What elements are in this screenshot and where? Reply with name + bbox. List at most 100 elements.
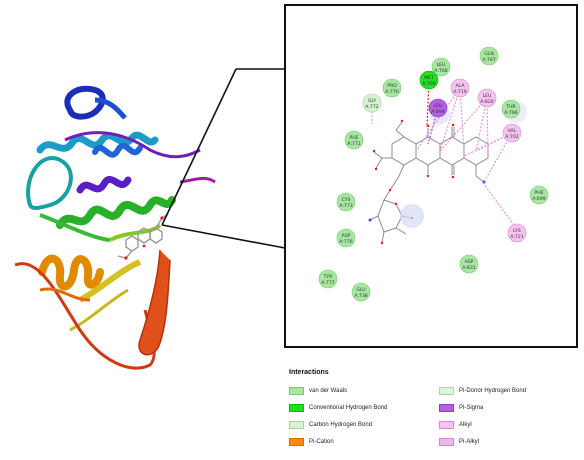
ligand-nitrogen-atom — [368, 218, 372, 222]
residue-name: CYS — [342, 197, 351, 203]
residue-number: A:769 — [422, 81, 435, 87]
residue-name: TYR — [323, 274, 334, 280]
legend-item: van der Waals — [289, 385, 347, 397]
ribbon-yellow-strand — [78, 259, 142, 303]
residue-disc — [431, 57, 451, 77]
residue-disc — [428, 98, 448, 118]
residue-name: VAL — [508, 128, 517, 134]
ribbon-helix-orange — [38, 254, 104, 291]
residue-number: A:768 — [434, 68, 447, 74]
legend-label: van der Waals — [309, 388, 348, 394]
legend-swatch — [289, 404, 304, 412]
legend-item: Conventional Hydrogen Bond — [289, 402, 387, 414]
residue-disc — [459, 254, 479, 274]
alkyl-ala719-b — [439, 87, 461, 152]
residue-disc — [450, 78, 470, 98]
alkyl-val702-c — [483, 132, 513, 183]
residue-disc — [362, 93, 382, 113]
residue-number: A:694 — [431, 109, 444, 115]
ribbon-blue-strand — [94, 97, 127, 120]
legend-swatch — [439, 404, 454, 412]
residue-number: A:719 — [453, 89, 466, 95]
ribbon-helix-blue — [92, 142, 143, 158]
residue-number: A:771 — [347, 141, 360, 147]
ribbon-orange-loop — [39, 287, 91, 302]
residue-disc — [382, 78, 402, 98]
residue-number: A:776 — [339, 239, 352, 245]
legend-swatch — [289, 387, 304, 395]
legend-label: Carbon Hydrogen Bond — [309, 422, 373, 428]
alkyl-leu820-a — [439, 97, 488, 152]
ribbon-green-strand — [39, 213, 111, 242]
residue-disc — [501, 99, 521, 119]
residue-number: A:699 — [532, 196, 545, 202]
residue-disc — [336, 192, 356, 212]
pisigma-leu694 — [427, 107, 439, 145]
residue-disc — [344, 130, 364, 150]
legend-swatch — [439, 421, 454, 429]
legend-swatch — [289, 438, 304, 446]
ribbon-helix-cyan — [36, 131, 159, 154]
legend-item: Carbon Hydrogen Bond — [289, 419, 372, 431]
residue-name: GLN — [484, 51, 494, 57]
ribbon-teal-loop — [26, 156, 73, 210]
residue-name: PRO — [387, 83, 397, 89]
residue-name: ASP — [342, 233, 351, 239]
interactions-legend: Interactions van der Waals Conventional H… — [289, 369, 579, 459]
protein-ribbon-structure — [14, 85, 216, 370]
residue-disc — [507, 223, 527, 243]
ribbon-helix-green — [56, 196, 176, 229]
residue-name: GLY — [368, 98, 377, 104]
residue-disc — [529, 185, 549, 205]
residue-number: A:770 — [385, 89, 398, 95]
legend-swatch — [439, 438, 454, 446]
legend-label: Pi-Sigma — [459, 405, 484, 411]
ribbon-red-sheet — [138, 249, 171, 356]
legend-label: Conventional Hydrogen Bond — [309, 405, 388, 411]
legend-label: Alkyl — [459, 422, 472, 428]
residue-number: A:702 — [505, 134, 518, 140]
residue-name: THR — [505, 104, 516, 110]
residue-name: ASP — [465, 259, 474, 265]
residue-number: A:820 — [480, 99, 493, 105]
residue-name: LEU — [437, 62, 446, 68]
ribbon-purple-helix — [76, 176, 132, 194]
legend-swatch — [439, 387, 454, 395]
legend-item: Alkyl — [439, 419, 472, 431]
residue-name: LEU — [483, 93, 492, 99]
residue-disc — [479, 46, 499, 66]
residue-name: PHE — [349, 135, 358, 141]
legend-label: Pi-Alkyl — [459, 439, 480, 445]
residue-number: A:721 — [510, 234, 523, 240]
residue-name: GLU — [356, 287, 365, 293]
residue-disc — [318, 269, 338, 289]
residue-number: A:831 — [462, 265, 475, 271]
ribbon-blue-loop — [64, 85, 106, 120]
legend-item: Pi-Cation — [289, 436, 334, 448]
residue-number: A:767 — [482, 57, 495, 63]
residue-name: LYS — [513, 228, 521, 234]
residue-disc — [477, 88, 497, 108]
residue-name: MET — [424, 75, 434, 81]
legend-swatch — [289, 421, 304, 429]
ribbon-magenta-tail — [179, 176, 216, 184]
residue-disc — [351, 282, 371, 302]
